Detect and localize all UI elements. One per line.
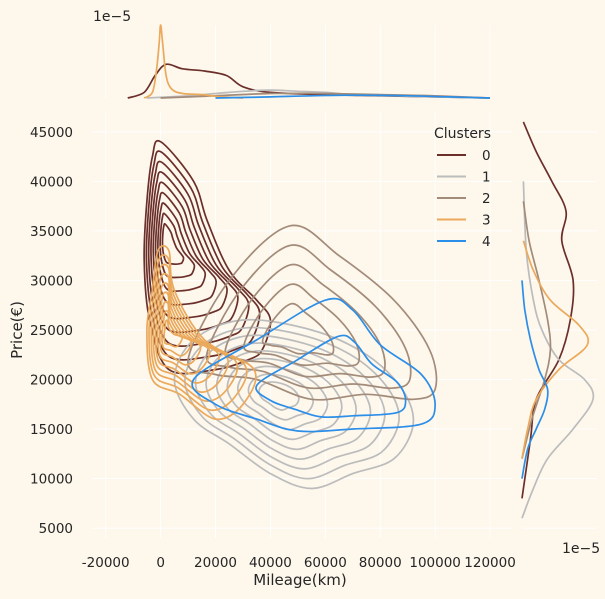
x-tick-label: 100000 <box>409 555 461 571</box>
legend-label-2: 2 <box>482 191 491 207</box>
x-tick-label: 20000 <box>194 555 237 571</box>
top-marginal-4 <box>215 94 491 99</box>
y-tick-label: 35000 <box>30 224 73 240</box>
right-marginal-scale-label: 1e−5 <box>562 541 600 557</box>
x-tick-label: 60000 <box>304 555 347 571</box>
right-marginal-grid <box>522 131 597 529</box>
cluster-4-contours <box>191 297 436 433</box>
kde-contour <box>143 139 272 375</box>
legend-label-4: 4 <box>482 234 491 250</box>
kde-contour <box>205 244 412 390</box>
kde-contour <box>261 302 335 356</box>
legend-label-3: 3 <box>482 213 491 229</box>
y-tick-label: 5000 <box>39 521 73 537</box>
right-marginal-0 <box>521 121 575 499</box>
x-axis-label: Mileage(km) <box>253 571 346 589</box>
kde-contour <box>194 334 386 470</box>
kde-contour <box>161 310 193 357</box>
right-marginal-2 <box>521 201 552 459</box>
y-tick-label: 25000 <box>30 323 73 339</box>
cluster-3-contours <box>146 244 257 421</box>
legend-label-1: 1 <box>482 170 491 186</box>
kde-contour <box>173 318 415 490</box>
right-marginal-1 <box>521 181 595 519</box>
y-tick-labels: 5000 10000 15000 20000 25000 30000 35000 40000 4… <box>30 125 73 537</box>
kde-contour <box>152 181 228 320</box>
kde-contour <box>191 297 436 433</box>
cluster-0-contours <box>143 139 272 375</box>
kde-contour <box>187 224 438 401</box>
kde-contour <box>224 263 386 378</box>
main-plot-grid <box>92 112 512 538</box>
kde-contour <box>159 212 196 279</box>
x-tick-label: -20000 <box>82 555 130 571</box>
kde-contour <box>150 263 239 402</box>
y-tick-label: 15000 <box>30 422 73 438</box>
right-marginal-kde <box>521 121 595 519</box>
y-tick-label: 45000 <box>30 125 73 141</box>
top-marginal-kde <box>127 24 491 99</box>
x-tick-labels: -20000 0 20000 40000 60000 80000 100000 120000 <box>82 555 516 571</box>
top-marginal-grid <box>105 25 491 98</box>
kde-contour <box>145 150 261 361</box>
kde-contour <box>163 319 184 348</box>
legend: Clusters 0 1 2 3 4 <box>434 126 491 250</box>
kde-contour <box>161 222 185 266</box>
kde-contour <box>247 373 315 421</box>
kde-contour <box>157 202 207 293</box>
y-tick-label: 10000 <box>30 472 73 488</box>
legend-title: Clusters <box>434 126 491 142</box>
x-tick-label: 120000 <box>464 555 516 571</box>
kde-contour <box>243 283 361 367</box>
kde-contour <box>158 300 202 366</box>
cluster-2-contours <box>187 224 438 401</box>
kde-contour <box>146 244 257 421</box>
kde-contour <box>154 191 217 306</box>
x-tick-label: 40000 <box>249 555 292 571</box>
y-tick-label: 40000 <box>30 174 73 190</box>
right-marginal-3 <box>521 240 590 459</box>
kde-contour <box>156 291 211 375</box>
kde-contour <box>258 381 300 411</box>
kde-contour <box>148 254 248 412</box>
top-marginal-scale-label: 1e−5 <box>93 9 131 25</box>
x-tick-label: 0 <box>156 555 165 571</box>
kde-contours <box>143 139 438 490</box>
x-tick-label: 80000 <box>359 555 402 571</box>
kde-contour <box>184 326 400 480</box>
kde-contour <box>205 342 372 460</box>
top-marginal-3 <box>143 24 244 99</box>
y-tick-label: 30000 <box>30 273 73 289</box>
kde-contour <box>236 365 329 431</box>
right-marginal-4 <box>521 280 549 479</box>
kde-contour <box>152 272 230 393</box>
y-tick-label: 20000 <box>30 372 73 388</box>
kde-contour <box>255 334 407 419</box>
y-axis-label: Price(€) <box>8 301 26 359</box>
legend-label-0: 0 <box>482 148 491 164</box>
kde-contour <box>154 282 220 384</box>
